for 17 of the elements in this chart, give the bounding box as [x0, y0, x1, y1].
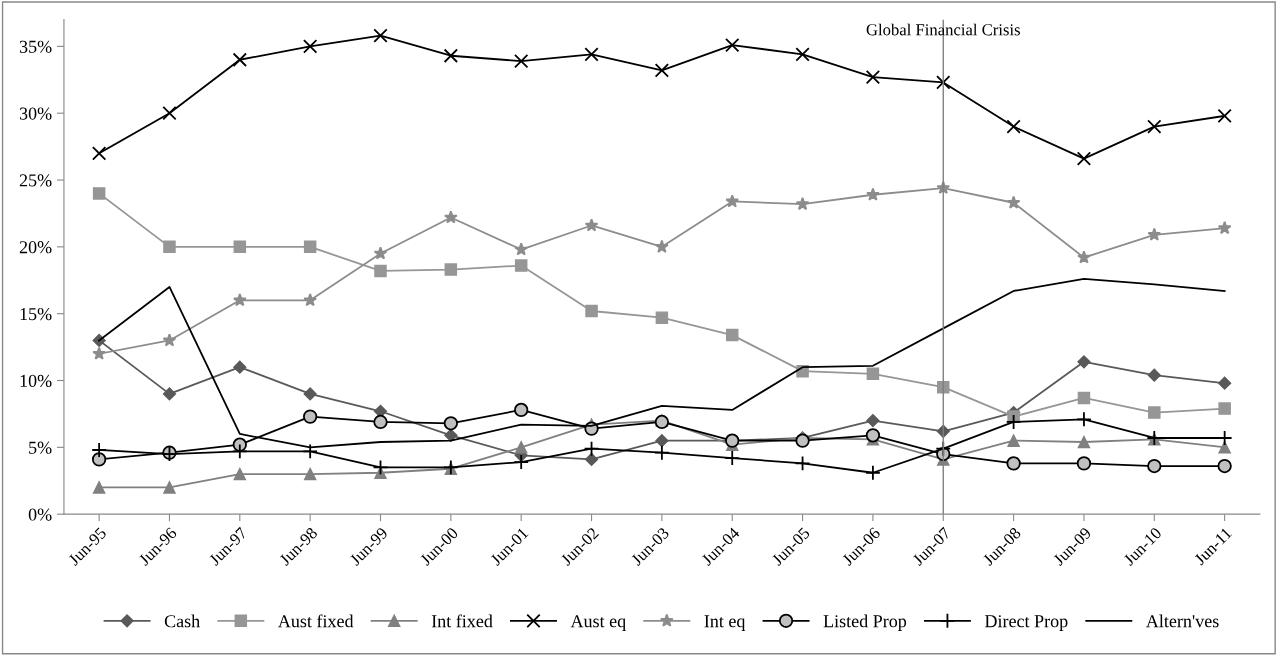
legend-label: Altern'ves [1146, 614, 1219, 628]
y-tick-label: 0% [28, 508, 52, 521]
y-tick-label: 10% [20, 374, 52, 388]
legend-label: Int fixed [431, 614, 493, 628]
legend-label: Aust fixed [278, 614, 354, 628]
y-tick-label: 5% [29, 441, 52, 454]
legend-label: Direct Prop [984, 615, 1068, 631]
ref-line-label: Global Financial Crisis [866, 23, 1020, 36]
y-tick-label: 20% [19, 241, 52, 254]
y-tick-label: 30% [19, 107, 52, 120]
y-tick-label: 25% [19, 174, 52, 187]
legend-label: Aust eq [570, 615, 626, 631]
legend-label: Listed Prop [823, 614, 907, 631]
legend-label: Cash [164, 614, 200, 628]
y-tick-label: 15% [20, 307, 52, 321]
y-tick-label: 35% [19, 40, 52, 53]
legend-label: Int eq [704, 615, 746, 631]
